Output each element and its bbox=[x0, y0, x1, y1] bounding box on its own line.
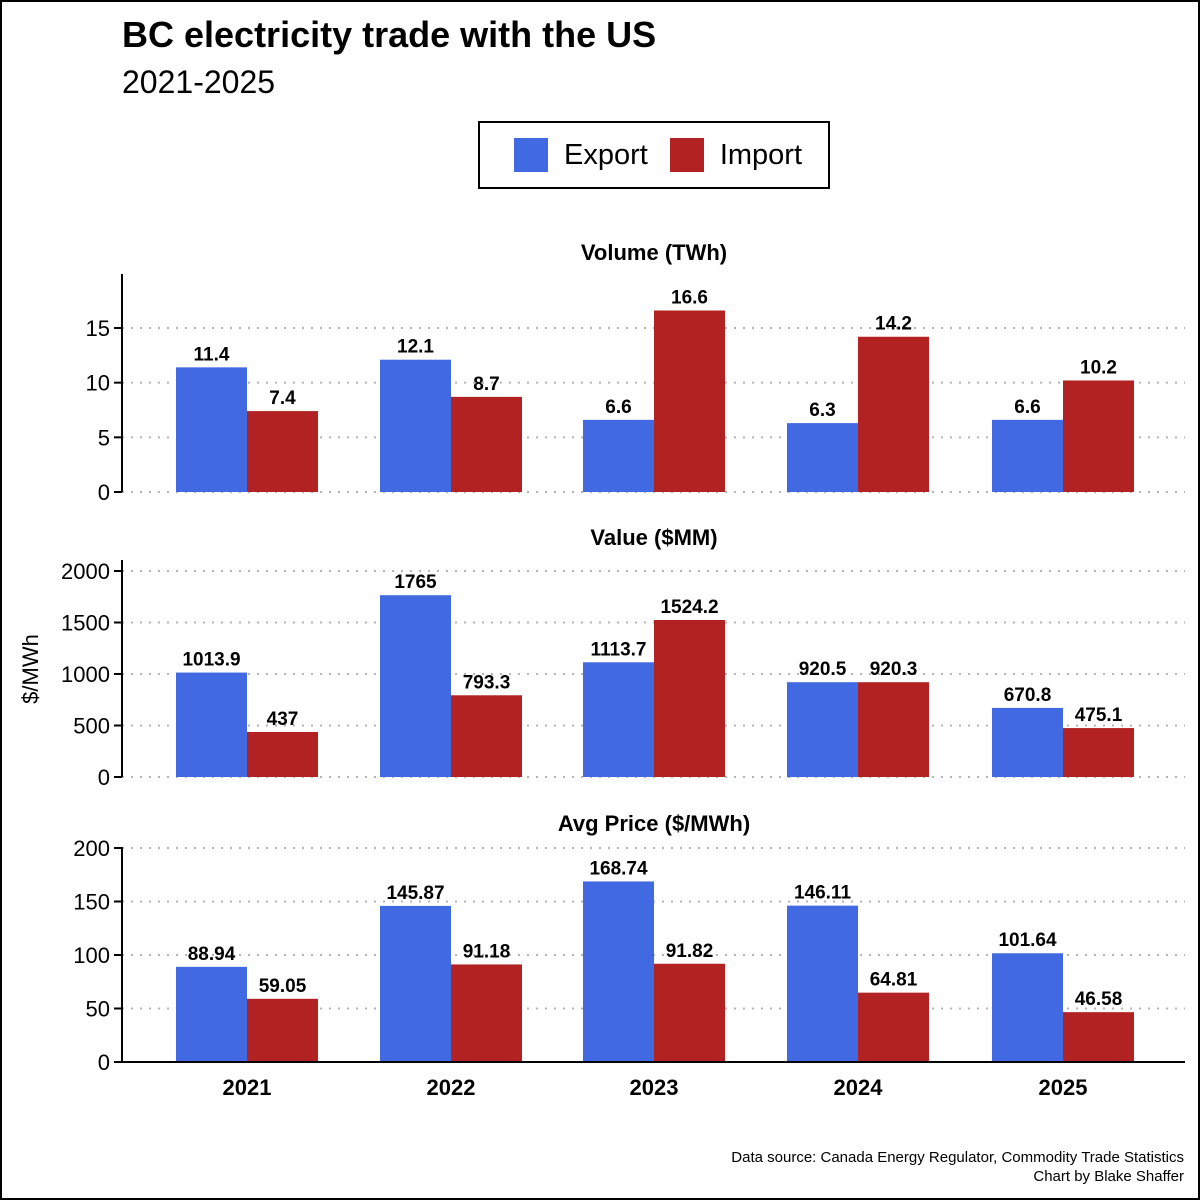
bar-import-2025 bbox=[1063, 1012, 1134, 1062]
legend-label-export: Export bbox=[564, 138, 648, 171]
caption-source: Data source: Canada Energy Regulator, Co… bbox=[731, 1149, 1184, 1166]
chart-subtitle: 2021-2025 bbox=[122, 64, 276, 100]
bar-export-2023 bbox=[583, 881, 654, 1062]
bar-export-2023 bbox=[583, 662, 654, 777]
data-label-import-2023: 91.82 bbox=[666, 941, 714, 962]
y-tick-label: 0 bbox=[98, 765, 110, 790]
bar-export-2021 bbox=[176, 367, 247, 492]
chart-title: BC electricity trade with the US bbox=[122, 14, 657, 55]
bar-import-2024 bbox=[858, 992, 929, 1062]
data-label-import-2023: 1524.2 bbox=[660, 597, 718, 618]
bar-import-2024 bbox=[858, 682, 929, 777]
x-tick-label: 2022 bbox=[427, 1075, 476, 1100]
bar-import-2023 bbox=[654, 620, 725, 777]
bar-export-2025 bbox=[992, 953, 1063, 1062]
bar-import-2023 bbox=[654, 963, 725, 1062]
bar-export-2024 bbox=[787, 682, 858, 777]
bar-import-2021 bbox=[247, 731, 318, 777]
bar-export-2022 bbox=[380, 595, 451, 777]
y-tick-label: 50 bbox=[86, 997, 110, 1022]
data-label-import-2022: 8.7 bbox=[473, 374, 499, 395]
data-label-import-2022: 91.18 bbox=[463, 941, 511, 962]
y-tick-label: 15 bbox=[86, 316, 110, 341]
bar-import-2021 bbox=[247, 998, 318, 1062]
data-label-export-2025: 101.64 bbox=[998, 930, 1057, 951]
data-label-export-2022: 1765 bbox=[394, 572, 437, 593]
data-label-import-2025: 475.1 bbox=[1075, 705, 1123, 726]
panel-title: Value ($MM) bbox=[590, 525, 717, 550]
x-tick-label: 2024 bbox=[834, 1075, 884, 1100]
bar-export-2023 bbox=[583, 419, 654, 492]
y-tick-label: 2000 bbox=[61, 559, 110, 584]
data-label-export-2025: 670.8 bbox=[1004, 685, 1052, 706]
data-label-export-2022: 145.87 bbox=[386, 883, 444, 904]
data-label-import-2022: 793.3 bbox=[463, 672, 511, 693]
data-label-export-2023: 6.6 bbox=[605, 397, 631, 418]
x-tick-label: 2021 bbox=[223, 1075, 272, 1100]
data-label-import-2021: 7.4 bbox=[269, 388, 296, 409]
bar-export-2022 bbox=[380, 359, 451, 492]
y-tick-label: 100 bbox=[73, 943, 110, 968]
data-label-export-2024: 6.3 bbox=[809, 400, 835, 421]
data-label-import-2024: 14.2 bbox=[875, 314, 912, 335]
y-tick-label: 10 bbox=[86, 371, 110, 396]
y-tick-label: 150 bbox=[73, 890, 110, 915]
caption: Data source: Canada Energy Regulator, Co… bbox=[731, 1148, 1184, 1186]
legend-item-export: Export bbox=[514, 138, 648, 172]
data-label-export-2021: 88.94 bbox=[188, 944, 236, 965]
bar-import-2022 bbox=[451, 964, 522, 1062]
x-tick-label: 2025 bbox=[1039, 1075, 1088, 1100]
caption-credit: Chart by Blake Shaffer bbox=[1033, 1168, 1184, 1185]
panel-title: Avg Price ($/MWh) bbox=[558, 811, 750, 836]
legend-swatch-export bbox=[514, 138, 548, 172]
y-tick-label: 5 bbox=[98, 425, 110, 450]
panel-title: Volume (TWh) bbox=[581, 240, 727, 265]
data-label-export-2023: 1113.7 bbox=[590, 639, 646, 660]
bar-export-2021 bbox=[176, 966, 247, 1062]
bar-import-2024 bbox=[858, 336, 929, 492]
bar-import-2022 bbox=[451, 695, 522, 777]
data-label-export-2022: 12.1 bbox=[397, 337, 434, 358]
data-label-import-2021: 59.05 bbox=[259, 976, 307, 997]
bar-export-2025 bbox=[992, 419, 1063, 492]
bar-import-2021 bbox=[247, 411, 318, 492]
y-tick-label: 1500 bbox=[61, 611, 110, 636]
legend-swatch-import bbox=[669, 138, 704, 172]
bar-import-2025 bbox=[1063, 380, 1134, 492]
data-label-export-2021: 11.4 bbox=[194, 344, 230, 365]
bar-export-2024 bbox=[787, 423, 858, 492]
data-label-import-2023: 16.6 bbox=[671, 288, 708, 309]
data-label-export-2023: 168.74 bbox=[589, 858, 648, 879]
data-label-import-2025: 10.2 bbox=[1080, 357, 1117, 378]
data-label-import-2024: 920.3 bbox=[870, 659, 918, 680]
bar-export-2024 bbox=[787, 905, 858, 1062]
bar-export-2025 bbox=[992, 707, 1063, 777]
data-label-import-2024: 64.81 bbox=[870, 970, 918, 991]
legend-item-import: Import bbox=[669, 138, 803, 172]
data-label-export-2025: 6.6 bbox=[1014, 397, 1040, 418]
bar-import-2022 bbox=[451, 396, 522, 492]
y-tick-label: 0 bbox=[98, 1050, 110, 1075]
legend-label-import: Import bbox=[719, 138, 803, 171]
data-label-export-2021: 1013.9 bbox=[182, 650, 240, 671]
bar-import-2023 bbox=[654, 310, 725, 492]
data-label-import-2021: 437 bbox=[267, 709, 299, 730]
y-axis-label: $/MWh bbox=[18, 634, 43, 704]
data-label-export-2024: 146.11 bbox=[794, 883, 851, 904]
bar-import-2025 bbox=[1063, 728, 1134, 777]
y-tick-label: 1000 bbox=[61, 662, 110, 687]
data-label-export-2024: 920.5 bbox=[799, 659, 847, 680]
x-tick-label: 2023 bbox=[630, 1075, 679, 1100]
y-tick-label: 0 bbox=[98, 480, 110, 505]
bar-export-2021 bbox=[176, 672, 247, 777]
bar-export-2022 bbox=[380, 905, 451, 1062]
y-tick-label: 500 bbox=[73, 714, 110, 739]
data-label-import-2025: 46.58 bbox=[1075, 989, 1123, 1010]
legend: Export Import bbox=[478, 121, 830, 189]
y-tick-label: 200 bbox=[73, 836, 110, 861]
